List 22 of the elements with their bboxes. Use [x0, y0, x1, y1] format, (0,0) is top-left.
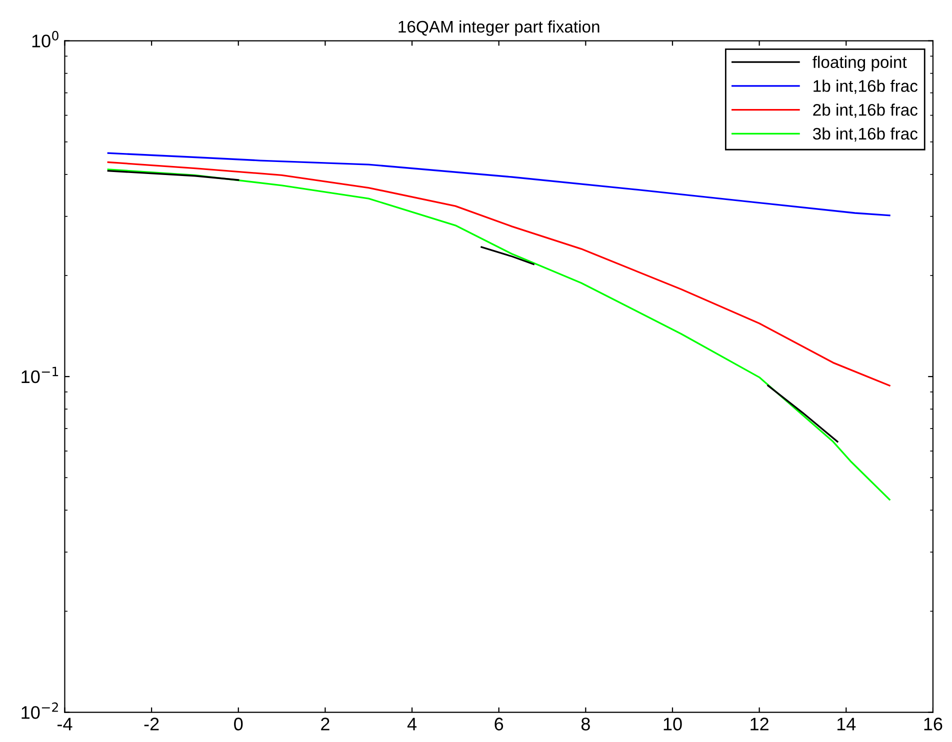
legend-label: 3b int,16b frac: [812, 127, 918, 142]
x-tick-label: 0: [234, 718, 243, 730]
x-tick-label: 6: [494, 718, 504, 730]
y-tick-label: 10$^{−2}$: [22, 702, 58, 719]
legend-label: 1b int,16b frac: [814, 80, 918, 94]
x-tick-label: 10: [664, 718, 682, 730]
line-series: [107, 152, 890, 216]
x-tick-label: 4: [407, 718, 417, 730]
legend-label: floating point: [812, 56, 907, 72]
x-tick-label: 12: [750, 718, 768, 730]
line-series: [107, 168, 890, 500]
x-tick-label: 8: [581, 718, 590, 730]
y-tick-label: 10$^{−1}$: [22, 366, 58, 384]
chart-title: 16QAM integer part fixation: [398, 20, 600, 36]
x-tick-label: 16: [924, 718, 942, 730]
x-tick-label: 2: [321, 718, 330, 730]
y-tick-label: 10$^{0}$: [32, 30, 58, 48]
x-tick-label: -4: [58, 718, 72, 730]
x-tick-label: 14: [837, 718, 856, 730]
legend-label: 2b int,16b frac: [813, 104, 918, 118]
x-tick-label: -2: [144, 718, 159, 730]
line-series: [107, 161, 890, 386]
